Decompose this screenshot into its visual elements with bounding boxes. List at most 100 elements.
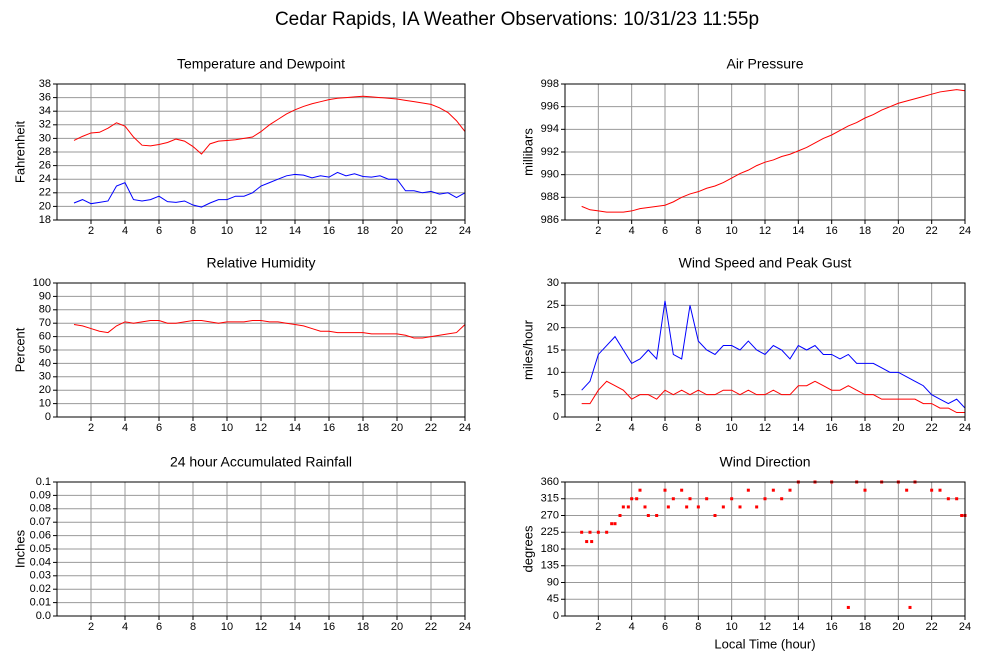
x-tick-label: 16 <box>323 422 335 434</box>
x-tick-label: 2 <box>595 621 601 633</box>
data-point <box>590 540 594 544</box>
data-point <box>635 497 639 501</box>
x-tick-label: 22 <box>425 422 437 434</box>
data-point <box>671 497 675 501</box>
y-tick-label: 998 <box>541 78 559 90</box>
plot-frame <box>564 282 966 418</box>
x-tick-label: 18 <box>859 621 871 633</box>
x-tick-label: 4 <box>629 225 635 237</box>
data-point <box>580 530 584 534</box>
x-tick-label: 20 <box>391 621 403 633</box>
x-tick-label: 18 <box>859 225 871 237</box>
x-tick-label: 10 <box>726 621 738 633</box>
data-point <box>905 488 909 492</box>
x-tick-label: 6 <box>662 422 668 434</box>
y-tick-label: 28 <box>39 146 51 158</box>
y-tick-label: 988 <box>541 191 559 203</box>
y-tick-label: 20 <box>39 384 51 396</box>
y-tick-label: 60 <box>39 331 51 343</box>
y-tick-label: 0 <box>553 411 559 423</box>
y-tick-label: 270 <box>541 509 559 521</box>
x-tick-label: 14 <box>289 225 301 237</box>
y-tick-label: 30 <box>39 132 51 144</box>
chart-title: Air Pressure <box>726 56 803 72</box>
data-point <box>585 540 589 544</box>
x-tick-label: 2 <box>595 225 601 237</box>
data-line <box>73 320 466 339</box>
x-tick-label: 22 <box>926 225 938 237</box>
data-line <box>581 300 966 409</box>
data-point <box>685 505 689 509</box>
y-tick-label: 0.01 <box>30 597 51 609</box>
data-point <box>696 505 700 509</box>
y-tick-label: 100 <box>33 277 51 289</box>
x-tick-label: 16 <box>826 621 838 633</box>
data-point <box>946 497 950 501</box>
y-tick-label: 0.05 <box>30 543 51 555</box>
plot-frame <box>56 83 466 221</box>
x-tick-label: 8 <box>695 621 701 633</box>
data-point <box>721 505 725 509</box>
x-tick-label: 20 <box>892 422 904 434</box>
x-tick-label: 8 <box>190 422 196 434</box>
x-tick-label: 14 <box>792 422 804 434</box>
data-point <box>930 488 934 492</box>
chart-title: Wind Direction <box>719 454 810 470</box>
x-tick-label: 24 <box>959 422 971 434</box>
x-tick-label: 6 <box>156 422 162 434</box>
y-tick-label: 18 <box>39 214 51 226</box>
y-tick-label: 0.07 <box>30 516 51 528</box>
data-point <box>846 605 850 609</box>
y-tick-label: 0.1 <box>36 476 51 488</box>
x-tick-label: 24 <box>959 225 971 237</box>
y-axis-label: millibars <box>520 128 535 176</box>
x-tick-label: 10 <box>221 225 233 237</box>
data-point <box>705 497 709 501</box>
data-point <box>613 522 617 526</box>
y-tick-label: 45 <box>547 593 559 605</box>
x-tick-label: 18 <box>859 422 871 434</box>
y-axis-label: miles/hour <box>520 319 535 380</box>
y-tick-label: 70 <box>39 317 51 329</box>
x-tick-label: 8 <box>695 422 701 434</box>
x-tick-label: 10 <box>726 422 738 434</box>
x-tick-label: 12 <box>759 225 771 237</box>
y-tick-label: 32 <box>39 119 51 131</box>
x-tick-label: 4 <box>122 621 128 633</box>
x-tick-label: 20 <box>892 225 904 237</box>
x-tick-label: 16 <box>826 225 838 237</box>
y-tick-label: 994 <box>541 123 559 135</box>
data-point <box>610 522 614 526</box>
y-tick-label: 360 <box>541 476 559 488</box>
plot-frame <box>564 83 966 221</box>
y-tick-label: 34 <box>39 105 51 117</box>
data-point <box>630 497 634 501</box>
y-tick-label: 38 <box>39 78 51 90</box>
data-line <box>73 171 466 208</box>
data-line <box>581 89 966 213</box>
y-tick-label: 996 <box>541 101 559 113</box>
y-tick-label: 80 <box>39 304 51 316</box>
data-point <box>780 497 784 501</box>
x-tick-label: 6 <box>662 621 668 633</box>
data-point <box>663 488 667 492</box>
y-tick-label: 0.08 <box>30 503 51 515</box>
y-tick-label: 0 <box>45 411 51 423</box>
y-tick-label: 0 <box>553 610 559 622</box>
data-point <box>643 505 647 509</box>
x-tick-label: 12 <box>255 225 267 237</box>
x-tick-label: 4 <box>629 422 635 434</box>
data-point <box>618 514 622 517</box>
y-tick-label: 0.02 <box>30 583 51 595</box>
x-tick-label: 12 <box>759 422 771 434</box>
x-tick-label: 22 <box>926 422 938 434</box>
plot-frame <box>56 481 466 617</box>
plot-frame <box>56 282 466 418</box>
data-line <box>73 95 466 155</box>
y-tick-label: 90 <box>547 576 559 588</box>
x-tick-label: 6 <box>662 225 668 237</box>
x-tick-label: 2 <box>595 422 601 434</box>
data-point <box>730 497 734 501</box>
x-tick-label: 16 <box>826 422 838 434</box>
x-tick-label: 10 <box>726 225 738 237</box>
